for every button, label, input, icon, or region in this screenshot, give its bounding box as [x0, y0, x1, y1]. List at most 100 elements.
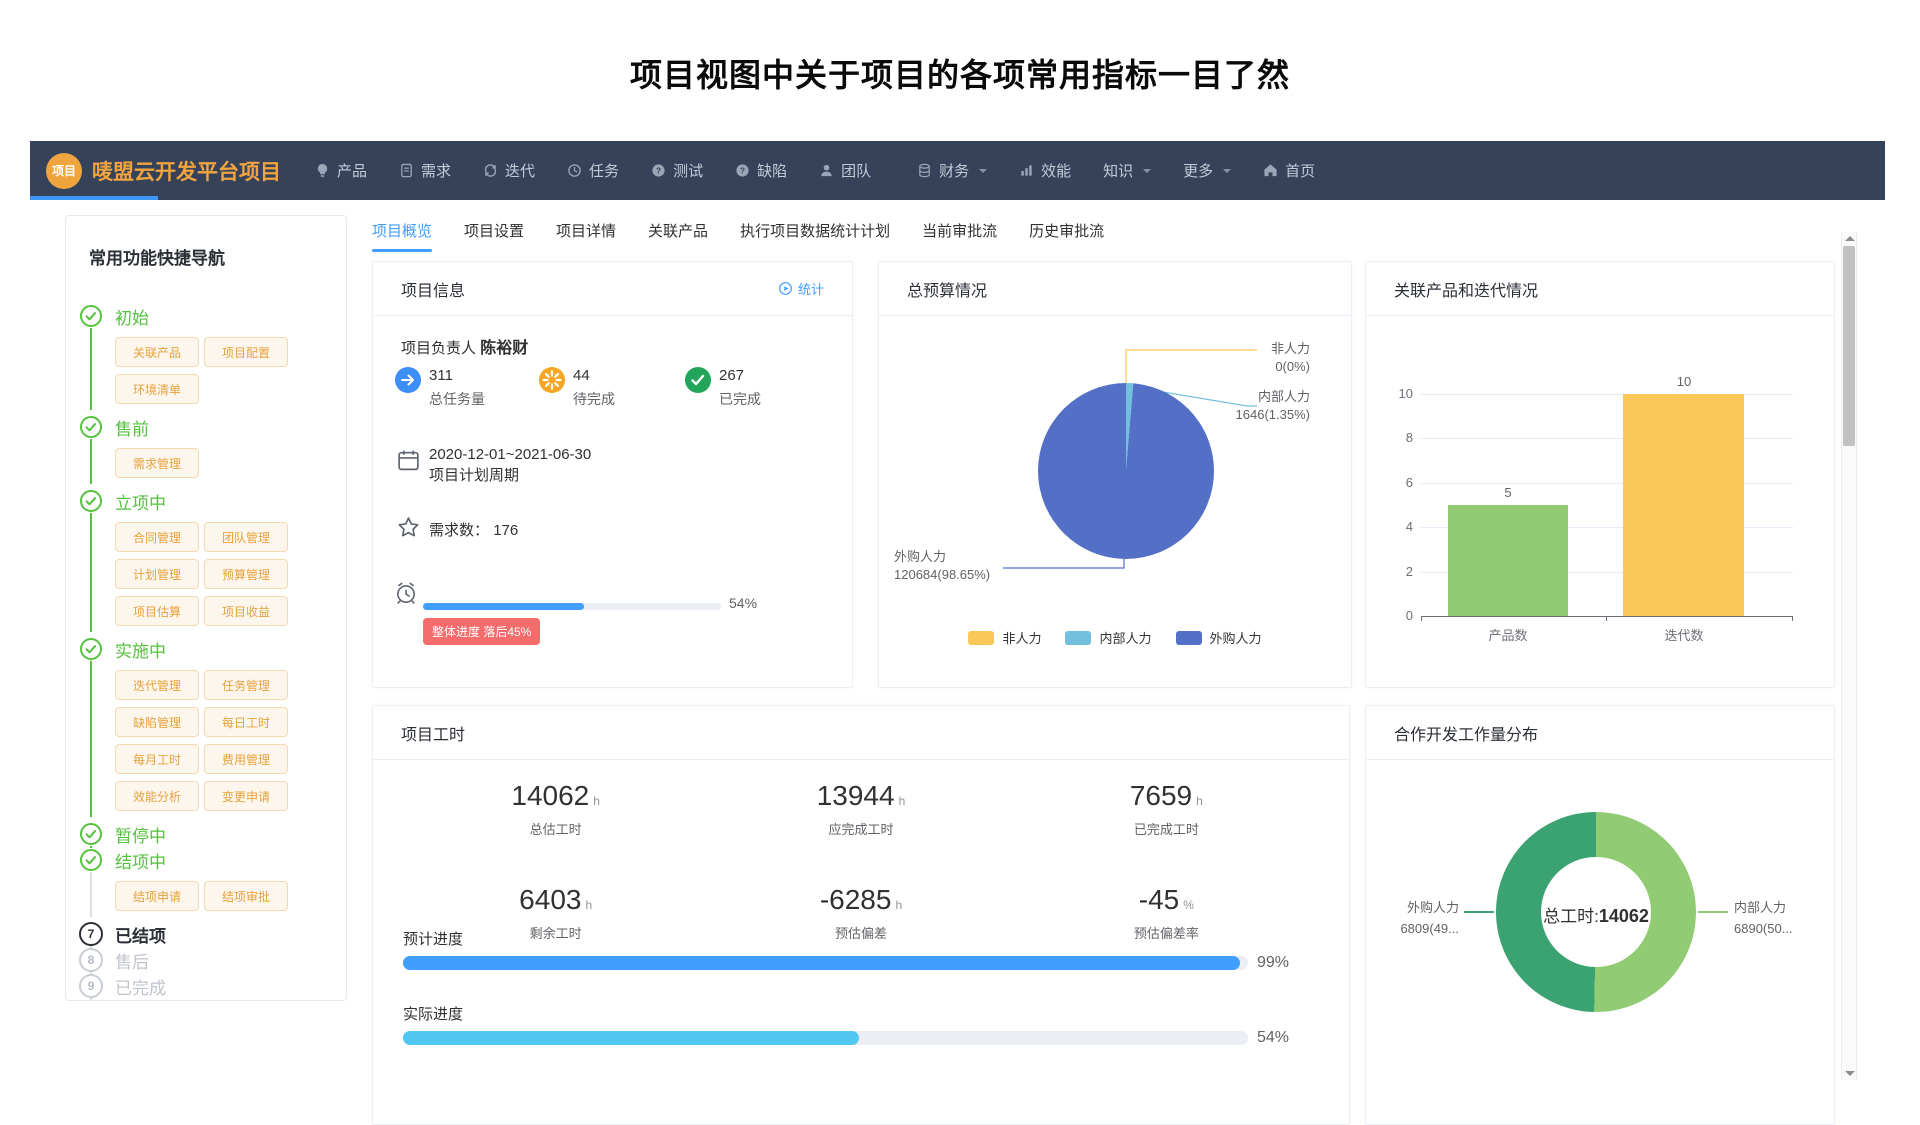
stat-completed: 7659 h 已完成工时	[1129, 780, 1203, 837]
project-info-card: 项目信息 统计 项目负责人 陈裕财 311 总任务量 44 待完成 267 已完成 2…	[372, 261, 853, 688]
tab-overview[interactable]: 项目概览	[372, 220, 433, 252]
bar-product-count[interactable]	[1448, 505, 1568, 616]
work-hours-stats: 14062 h 总估工时 13944 h 应完成工时 7659 h 已完成工时 6403 h 剩…	[403, 780, 1319, 942]
nav-item-knowledge[interactable]: 知识	[1103, 160, 1152, 181]
nav-item-requirement[interactable]: 需求	[399, 160, 451, 181]
defect-mgmt-button[interactable]: 缺陷管理	[115, 707, 199, 737]
statistics-link[interactable]: 统计	[778, 279, 824, 298]
check-circle-icon	[79, 489, 103, 513]
env-list-button[interactable]: 环境清单	[115, 374, 199, 404]
stage-closing: 结项中 结项申请 结项审批	[79, 847, 338, 917]
monthly-hours-button[interactable]: 每月工时	[115, 744, 199, 774]
nav-label: 更多	[1183, 163, 1214, 180]
budget-pie-chart[interactable]	[1038, 383, 1214, 559]
plan-mgmt-button[interactable]: 计划管理	[115, 559, 199, 589]
vertical-scrollbar[interactable]	[1841, 232, 1857, 1080]
content-tabs: 项目概览 项目设置 项目详情 关联产品 执行项目数据统计计划 当前审批流 历史审…	[372, 220, 1104, 252]
daily-hours-button[interactable]: 每日工时	[204, 707, 288, 737]
legend-outsourced[interactable]: 外购人力	[1175, 628, 1262, 647]
arrow-circle-icon	[395, 367, 421, 398]
tab-related-products[interactable]: 关联产品	[648, 223, 709, 240]
nav-label: 知识	[1103, 163, 1134, 180]
check-circle-icon	[79, 848, 103, 872]
y-tick: 6	[1405, 475, 1413, 490]
performance-analysis-button[interactable]: 效能分析	[115, 781, 199, 811]
iteration-icon	[483, 163, 498, 178]
nav-item-finance[interactable]: 财务	[917, 160, 988, 181]
y-tick: 8	[1405, 430, 1413, 445]
closing-apply-button[interactable]: 结项申请	[115, 881, 199, 911]
card-title: 项目工时	[401, 726, 466, 744]
donut-label-internal: 内部人力 6890(50...	[1734, 900, 1793, 936]
check-circle-icon	[79, 415, 103, 439]
card-title: 合作开发工作量分布	[1394, 726, 1539, 744]
scroll-down-arrow-icon[interactable]	[1845, 1071, 1855, 1076]
svg-text:?: ?	[740, 166, 745, 176]
nav-item-test[interactable]: ? 测试	[651, 160, 703, 181]
donut-leader-right	[1698, 911, 1728, 913]
nav-item-defect[interactable]: ? 缺陷	[735, 160, 787, 181]
tab-statistics-plan[interactable]: 执行项目数据统计计划	[740, 223, 891, 240]
task-mgmt-button[interactable]: 任务管理	[204, 670, 288, 700]
nav-menu: 产品 需求 迭代 任务 ? 测试 ? 缺陷 团队 财务	[315, 160, 1315, 181]
expected-progress-bar	[403, 956, 1248, 970]
bar-iteration-count[interactable]	[1623, 394, 1744, 616]
nav-item-team[interactable]: 团队	[819, 160, 871, 181]
overall-progress-percent: 54%	[729, 595, 758, 611]
bar-value-label: 10	[1676, 374, 1692, 389]
stage-label: 已结项	[115, 926, 166, 946]
nav-item-performance[interactable]: 效能	[1019, 160, 1071, 181]
stat-deviation-rate: -45% 预估偏差率	[1133, 884, 1199, 941]
spinner-circle-icon	[539, 367, 565, 398]
tab-details[interactable]: 项目详情	[556, 223, 617, 240]
x-category-label: 产品数	[1488, 628, 1528, 643]
budget-card: 总预算情况 非人力 0(0%) 内部人力 1646(1.35%) 外购人力 12…	[878, 261, 1352, 688]
stat-total-estimated: 14062 h 总估工时	[511, 780, 600, 837]
stage-label: 实施中	[115, 641, 166, 661]
check-circle-icon	[79, 822, 103, 846]
project-income-button[interactable]: 项目收益	[204, 596, 288, 626]
coop-donut-chart[interactable]	[1496, 812, 1696, 1012]
requirement-count: 需求数： 176	[429, 522, 519, 539]
stage-label: 售前	[115, 419, 149, 439]
stage-label: 售后	[115, 952, 149, 972]
stage-paused: 暂停中	[79, 821, 338, 853]
pending-tasks-stat: 44 待完成	[539, 367, 615, 409]
project-estimate-button[interactable]: 项目估算	[115, 596, 199, 626]
app-logo[interactable]: 项目 唛盟云开发平台项目	[46, 152, 281, 189]
contract-mgmt-button[interactable]: 合同管理	[115, 522, 199, 552]
alarm-clock-icon	[393, 580, 419, 611]
tab-history-approval[interactable]: 历史审批流	[1029, 223, 1105, 240]
nav-item-iteration[interactable]: 迭代	[483, 160, 535, 181]
project-config-button[interactable]: 项目配置	[204, 337, 288, 367]
stage-approval: 立项中 合同管理 团队管理 计划管理 预算管理 项目估算 项目收益	[79, 488, 338, 632]
closing-approve-button[interactable]: 结项审批	[204, 881, 288, 911]
scrollbar-thumb[interactable]	[1843, 246, 1855, 446]
nav-item-product[interactable]: 产品	[315, 160, 367, 181]
nav-item-home[interactable]: 首页	[1263, 160, 1315, 181]
budget-mgmt-button[interactable]: 预算管理	[204, 559, 288, 589]
legend-internal[interactable]: 内部人力	[1065, 628, 1152, 647]
statistics-label: 统计	[797, 282, 824, 297]
related-product-button[interactable]: 关联产品	[115, 337, 199, 367]
tab-current-approval[interactable]: 当前审批流	[922, 223, 998, 240]
legend-swatch	[1175, 630, 1202, 645]
stage-aftersale: 8 售后	[79, 947, 338, 979]
user-icon	[819, 163, 834, 178]
team-mgmt-button[interactable]: 团队管理	[204, 522, 288, 552]
svg-text:?: ?	[656, 166, 661, 176]
legend-nonhuman[interactable]: 非人力	[968, 628, 1041, 647]
iteration-mgmt-button[interactable]: 迭代管理	[115, 670, 199, 700]
pie-label-nonhuman: 非人力 0(0%)	[1270, 341, 1310, 374]
top-navbar: 项目 唛盟云开发平台项目 产品 需求 迭代 任务 ? 测试 ? 缺陷 团	[30, 141, 1885, 200]
nav-item-task[interactable]: 任务	[567, 160, 619, 181]
bar-value-label: 5	[1504, 485, 1512, 500]
y-tick: 2	[1405, 564, 1413, 579]
coop-distribution-card: 合作开发工作量分布 总工时:14062 外购人力 6809(49... 内部人力…	[1365, 705, 1835, 1125]
change-request-button[interactable]: 变更申请	[204, 781, 288, 811]
nav-item-more[interactable]: 更多	[1183, 160, 1232, 181]
requirement-mgmt-button[interactable]: 需求管理	[115, 448, 199, 478]
scroll-up-arrow-icon[interactable]	[1845, 236, 1855, 241]
cost-mgmt-button[interactable]: 费用管理	[204, 744, 288, 774]
tab-settings[interactable]: 项目设置	[464, 223, 525, 240]
